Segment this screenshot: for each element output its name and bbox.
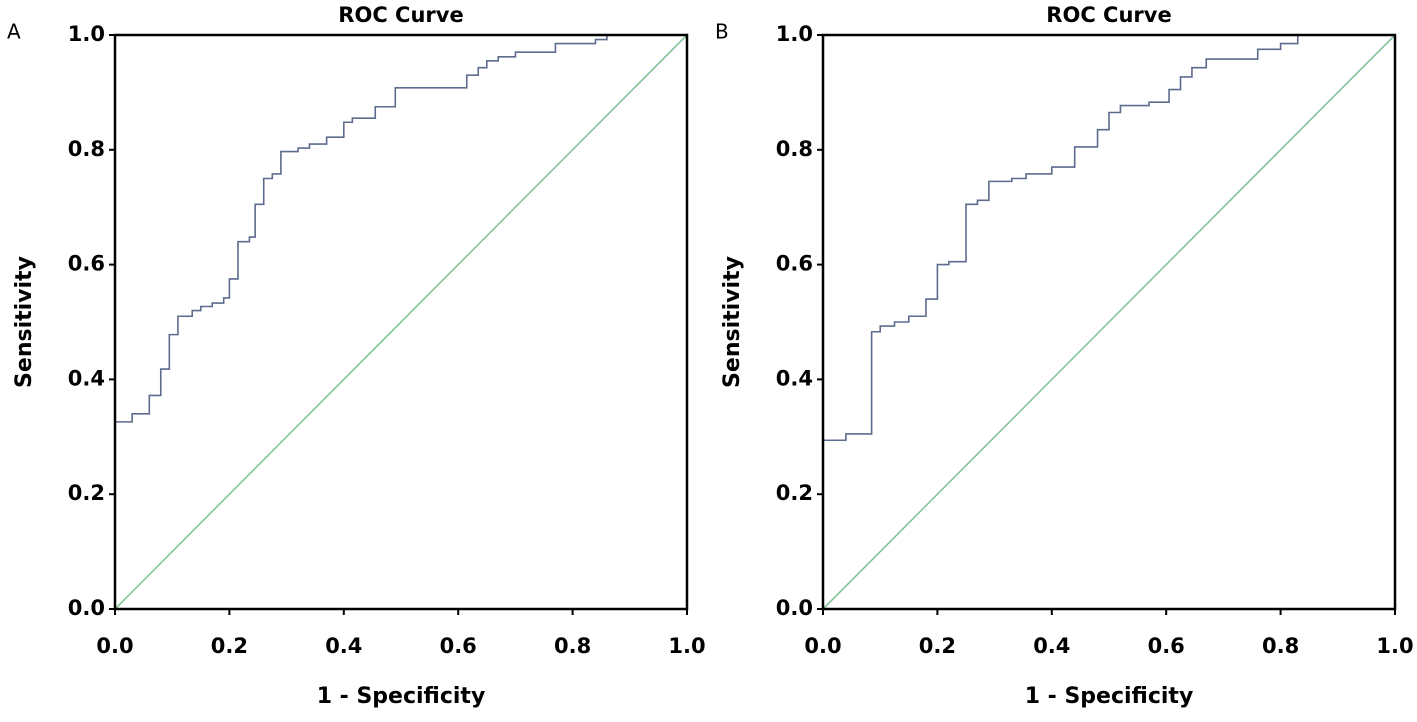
x-tick-label: 0.4 [1033,634,1070,658]
y-tick-label: 1.0 [68,22,105,46]
x-tick-label: 1.0 [1376,634,1413,658]
x-axis-label: 1 - Specificity [317,684,486,709]
roc-curve [114,34,687,609]
y-tick-label: 0.0 [776,596,813,620]
y-tick-label: 1.0 [776,22,813,46]
plot-frame [821,33,1397,611]
y-axis-label: Sensitivity [12,256,37,388]
x-tick-label: 0.0 [804,634,841,658]
y-tick-label: 0.8 [776,137,813,161]
x-tick-label: 0.2 [211,634,248,658]
x-tick-label: 0.6 [1148,634,1185,658]
y-tick-label: 0.2 [776,481,813,505]
y-tick-label: 0.4 [68,366,105,390]
y-tick-label: 0.2 [68,481,105,505]
x-tick-label: 0.2 [919,634,956,658]
x-tick-label: 0.8 [554,634,591,658]
y-tick-label: 0.8 [68,137,105,161]
chart-title: ROC Curve [1046,3,1171,27]
x-tick-label: 0.0 [96,634,133,658]
x-tick-label: 0.8 [1262,634,1299,658]
plot-frame [113,33,689,611]
y-tick-label: 0.6 [68,252,105,276]
reference-line [822,34,1396,610]
reference-line [114,34,688,610]
x-tick-label: 1.0 [668,634,705,658]
y-tick-label: 0.0 [68,596,105,620]
x-axis-label: 1 - Specificity [1025,684,1194,709]
x-tick-label: 0.4 [325,634,362,658]
y-tick-label: 0.4 [776,366,813,390]
y-axis-label: Sensitivity [720,256,745,388]
chart-title: ROC Curve [338,3,463,27]
roc-curve [822,34,1395,609]
panel-label: B [715,20,729,44]
x-tick-label: 0.6 [440,634,477,658]
panel-label: A [7,20,21,44]
y-tick-label: 0.6 [776,252,813,276]
